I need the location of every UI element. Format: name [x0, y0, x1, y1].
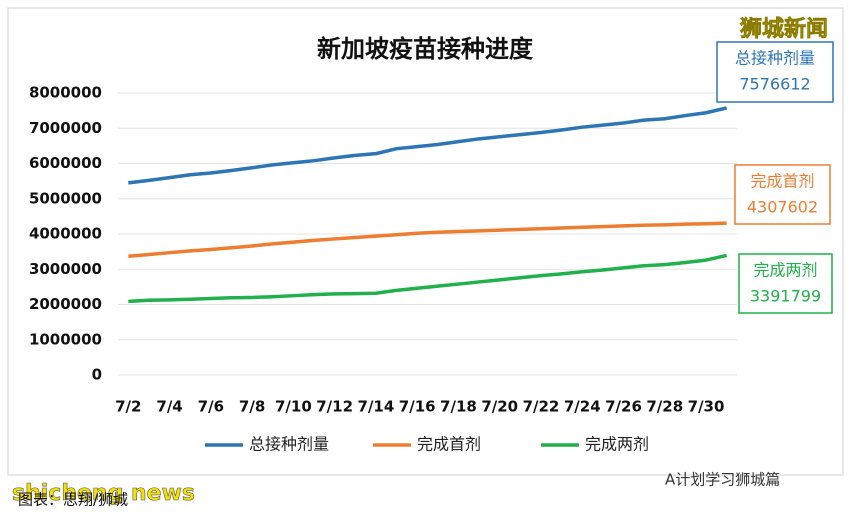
annotation-value: 3391799 — [750, 287, 821, 306]
annotation-box — [716, 41, 834, 103]
y-tick-label: 6000000 — [29, 154, 102, 172]
wechat-label: A计划学习狮城篇 — [665, 471, 780, 489]
x-tick-label: 7/30 — [688, 398, 725, 416]
x-tick-label: 7/18 — [440, 398, 477, 416]
legend-label: 完成两剂 — [585, 435, 649, 454]
y-tick-label: 5000000 — [29, 189, 102, 207]
x-tick-label: 7/10 — [275, 398, 312, 416]
watermark-site: shicheng news — [12, 481, 195, 506]
x-tick-label: 7/22 — [523, 398, 560, 416]
y-tick-label: 7000000 — [29, 119, 102, 137]
x-tick-label: 7/24 — [564, 398, 601, 416]
annotation-box — [734, 164, 831, 225]
source-note: 图表：思翔/狮城 — [18, 491, 128, 509]
annotation-value: 4307602 — [747, 198, 818, 217]
annotation-label: 完成首剂 — [750, 172, 814, 191]
legend-label: 完成首剂 — [417, 435, 481, 454]
series-line — [128, 106, 728, 185]
y-tick-label: 2000000 — [29, 295, 102, 313]
x-tick-label: 7/16 — [399, 398, 436, 416]
annotation-value: 7576612 — [739, 75, 810, 94]
watermark-brand: 狮城新闻 — [740, 16, 828, 42]
chart-title: 新加坡疫苗接种进度 — [317, 35, 534, 63]
x-tick-label: 7/4 — [156, 398, 182, 416]
y-tick-label: 0 — [92, 366, 102, 384]
series-line — [128, 221, 727, 258]
x-tick-label: 7/8 — [239, 398, 265, 416]
y-tick-label: 4000000 — [29, 225, 102, 243]
x-tick-label: 7/14 — [358, 398, 395, 416]
x-tick-label: 7/20 — [481, 398, 518, 416]
chart-frame — [7, 7, 844, 476]
series-line — [128, 253, 728, 304]
x-tick-label: 7/2 — [115, 398, 141, 416]
y-tick-label: 8000000 — [29, 84, 102, 102]
annotation-label: 总接种剂量 — [735, 49, 815, 68]
x-tick-label: 7/26 — [605, 398, 642, 416]
y-tick-label: 1000000 — [29, 330, 102, 348]
x-tick-label: 7/6 — [198, 398, 224, 416]
legend-label: 总接种剂量 — [249, 435, 329, 454]
annotation-box — [738, 253, 833, 314]
x-tick-label: 7/12 — [316, 398, 353, 416]
x-tick-label: 7/28 — [646, 398, 683, 416]
annotation-label: 完成两剂 — [753, 261, 817, 280]
y-tick-label: 3000000 — [29, 260, 102, 278]
